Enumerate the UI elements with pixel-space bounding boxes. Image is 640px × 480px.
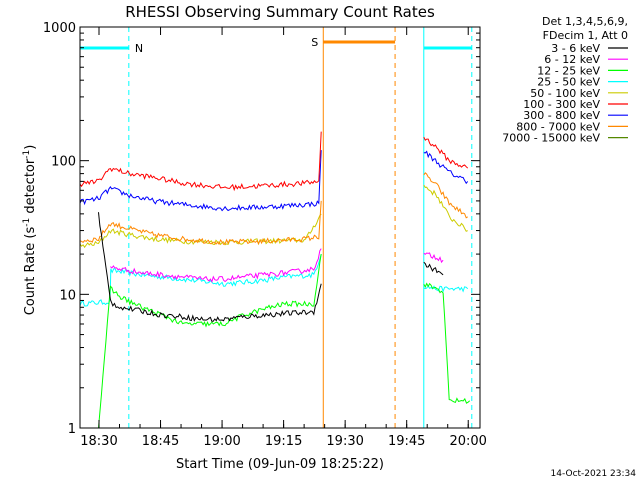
legend-label: 12 - 25 keV (537, 64, 600, 77)
x-tick-label: 18:30 (80, 434, 117, 449)
series-line (79, 200, 322, 246)
series-line (423, 172, 468, 219)
legend: Det 1,3,4,5,6,9, FDecim 1, Att 0 3 - 6 k… (502, 15, 628, 145)
y-axis: 1 10 100 1000 (43, 21, 480, 437)
x-tick-label: 19:30 (326, 434, 363, 449)
series-line (423, 261, 444, 276)
series-line (423, 252, 444, 264)
saa-label: S (311, 36, 318, 49)
legend-label: 800 - 7000 keV (516, 120, 600, 133)
y-tick-label: 10 (59, 288, 76, 303)
legend-label: 25 - 50 keV (537, 76, 600, 89)
series-line (423, 136, 469, 169)
legend-label: 100 - 300 keV (523, 98, 600, 111)
legend-header-line-2: FDecim 1, Att 0 (543, 29, 628, 42)
series-line (98, 212, 322, 322)
series-line (423, 282, 471, 404)
x-tick-label: 19:00 (203, 434, 240, 449)
night-label: N (135, 42, 143, 55)
plot-frame (79, 26, 481, 429)
y-tick-label: 1 (68, 422, 76, 437)
y-axis-label: Count Rate (s-1 detector-1) (22, 145, 38, 316)
series-line (79, 131, 322, 192)
chart-title: RHESSI Observing Summary Count Rates (125, 3, 435, 21)
legend-label: 7000 - 15000 keV (502, 132, 600, 145)
series-line (94, 254, 322, 429)
series-line (423, 184, 468, 232)
legend-label: 50 - 100 keV (530, 87, 600, 100)
footer-timestamp: 14-Oct-2021 23:34 (551, 469, 637, 479)
series-layer (79, 131, 471, 429)
series-line (423, 150, 469, 185)
x-tick-label: 19:45 (388, 434, 425, 449)
x-axis-label: Start Time (09-Jun-09 18:25:22) (176, 457, 384, 472)
legend-label: 300 - 800 keV (523, 109, 600, 122)
x-tick-label: 19:15 (265, 434, 302, 449)
y-tick-label: 100 (51, 155, 76, 170)
series-line (79, 150, 322, 212)
series-line (79, 213, 322, 249)
series-line (79, 253, 322, 307)
legend-label: 3 - 6 keV (551, 42, 600, 55)
x-axis: 18:30 18:45 19:00 19:15 19:30 19:45 20:00 (80, 27, 487, 449)
y-tick-label: 1000 (43, 21, 76, 36)
series-line (423, 284, 469, 293)
legend-label: 6 - 12 keV (544, 53, 600, 66)
x-tick-label: 18:45 (142, 434, 179, 449)
x-tick-label: 20:00 (449, 434, 486, 449)
legend-header-line-1: Det 1,3,4,5,6,9, (542, 15, 628, 28)
series-line (110, 248, 322, 283)
